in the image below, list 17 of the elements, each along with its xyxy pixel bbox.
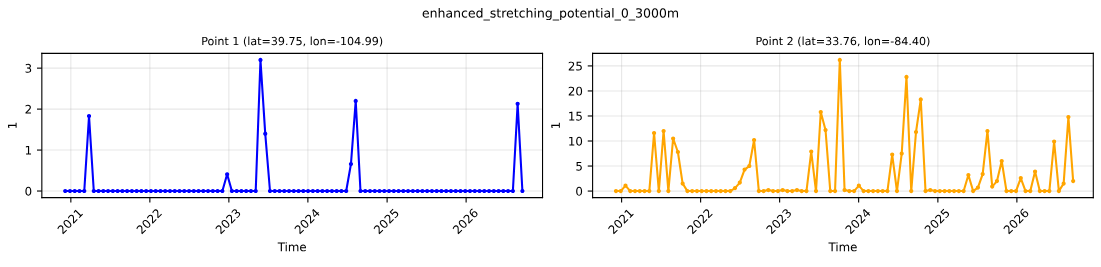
y-tick-label: 0 [576, 186, 583, 196]
y-tick-label: 0 [25, 186, 32, 196]
x-axis-title: Time [828, 242, 857, 252]
y-tick-label: 10 [569, 136, 583, 146]
x-axis-title: Time [277, 242, 306, 252]
y-tick-label: 2 [25, 104, 31, 114]
chart-title: Point 1 (lat=39.75, lon=-104.99) [202, 36, 383, 47]
y-axis-title: 1 [7, 122, 17, 128]
text: enhanced_stretching_potential_0_3000m [422, 8, 679, 21]
y-tick-label: 5 [576, 161, 582, 171]
y-tick-label: 3 [25, 63, 32, 73]
y-tick-label: 25 [568, 61, 582, 71]
y-tick-label: 1 [25, 145, 32, 155]
y-axis-title: 1 [551, 122, 560, 128]
y-tick-label: 20 [568, 86, 583, 96]
y-tick-label: 15 [569, 111, 582, 121]
chart-title: Point 2 (lat=33.76, lon=-84.40) [756, 36, 930, 47]
